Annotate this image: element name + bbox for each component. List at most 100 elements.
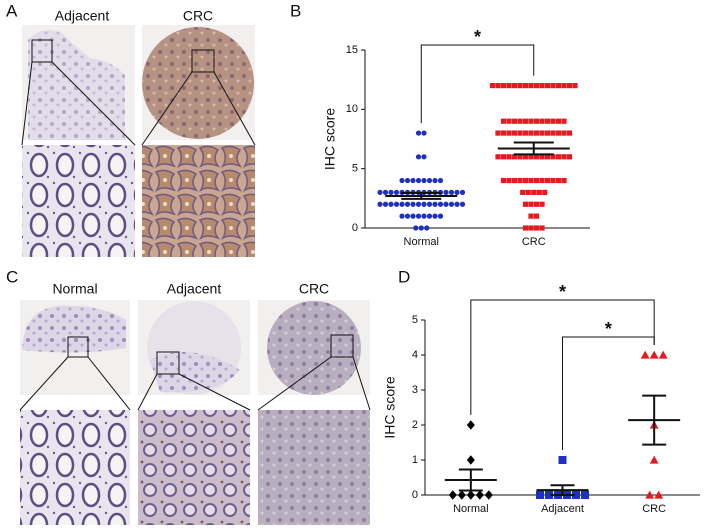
data-point <box>421 154 427 160</box>
data-point <box>544 130 551 136</box>
data-point <box>466 490 475 500</box>
data-point <box>528 213 534 219</box>
y-tick-label: 4 <box>412 349 418 361</box>
data-point <box>545 491 553 499</box>
data-point <box>506 130 512 136</box>
zoom-guides <box>21 39 256 146</box>
data-point <box>528 130 534 136</box>
data-point <box>517 130 523 136</box>
data-point <box>528 83 534 89</box>
x-tick-label: Normal <box>453 503 488 515</box>
data-point <box>399 213 405 219</box>
data-point <box>410 177 416 184</box>
data-point <box>544 177 551 184</box>
data-point <box>581 491 589 499</box>
data-point <box>466 455 475 465</box>
data-point <box>528 225 534 231</box>
data-point <box>459 201 466 207</box>
data-point <box>500 130 507 136</box>
data-point <box>399 201 405 207</box>
data-point <box>382 189 389 195</box>
data-point <box>410 213 416 219</box>
data-point <box>437 177 444 184</box>
data-point <box>448 201 455 207</box>
data-point <box>572 83 578 89</box>
data-point <box>544 83 551 89</box>
y-tick-label: 2 <box>412 419 418 431</box>
histology-thumbnails <box>20 300 370 395</box>
data-point <box>536 491 544 499</box>
data-point <box>511 118 518 124</box>
data-point <box>539 130 545 136</box>
data-point <box>517 177 523 184</box>
data-point <box>388 189 394 195</box>
data-point <box>421 130 427 136</box>
significance-bracket <box>470 299 655 415</box>
data-point <box>399 177 405 184</box>
data-point <box>550 118 556 124</box>
data-point <box>561 118 567 124</box>
data-point <box>539 177 545 184</box>
y-axis-label: IHC score <box>382 376 398 438</box>
image-label: CRC <box>299 281 329 297</box>
data-point <box>533 154 540 160</box>
significance-label: * <box>474 27 481 47</box>
significance-bracket <box>562 336 655 450</box>
data-point <box>418 225 424 231</box>
data-point <box>484 490 493 500</box>
data-point <box>404 177 411 184</box>
data-point <box>544 118 551 124</box>
data-point <box>443 189 449 195</box>
image-label: Adjacent <box>55 8 110 24</box>
y-tick-label: 10 <box>346 103 358 115</box>
x-tick-label: CRC <box>642 503 666 515</box>
data-point <box>421 213 427 219</box>
histology-zoom <box>20 410 370 525</box>
data-point <box>415 177 422 184</box>
data-point <box>566 83 573 89</box>
histology-zoom <box>22 145 255 257</box>
data-point <box>382 201 389 207</box>
data-point <box>500 118 507 124</box>
data-point <box>522 177 529 184</box>
data-point <box>448 490 457 500</box>
data-point <box>640 350 650 359</box>
y-tick-label: 0 <box>352 222 358 234</box>
y-tick-label: 0 <box>412 489 418 501</box>
data-point <box>522 201 529 207</box>
data-point <box>424 225 430 231</box>
histology-thumbnails <box>22 25 255 141</box>
data-point <box>443 201 449 207</box>
data-point <box>654 490 664 499</box>
data-point <box>517 154 523 160</box>
data-point <box>550 177 556 184</box>
data-point <box>533 201 540 207</box>
data-point <box>500 154 507 160</box>
data-point <box>506 177 512 184</box>
data-point <box>437 213 444 219</box>
y-axis-label: IHC score <box>322 108 338 170</box>
data-point <box>415 201 422 207</box>
data-point <box>454 201 460 207</box>
data-point <box>555 154 562 160</box>
data-point <box>533 213 540 219</box>
data-point <box>522 118 529 124</box>
data-point <box>517 118 523 124</box>
data-point <box>413 225 419 231</box>
y-tick-label: 5 <box>352 163 358 175</box>
data-point <box>517 83 523 89</box>
data-point <box>555 83 562 89</box>
data-point <box>426 177 433 184</box>
x-tick-label: Adjacent <box>541 503 584 515</box>
data-point <box>448 189 455 195</box>
significance-bracket <box>420 44 535 124</box>
data-point <box>525 189 531 195</box>
data-point <box>393 189 400 195</box>
data-point <box>542 189 548 195</box>
data-point <box>550 154 556 160</box>
data-point <box>377 201 383 207</box>
data-point <box>531 189 537 195</box>
y-tick-label: 5 <box>412 314 418 326</box>
data-point <box>489 83 496 89</box>
